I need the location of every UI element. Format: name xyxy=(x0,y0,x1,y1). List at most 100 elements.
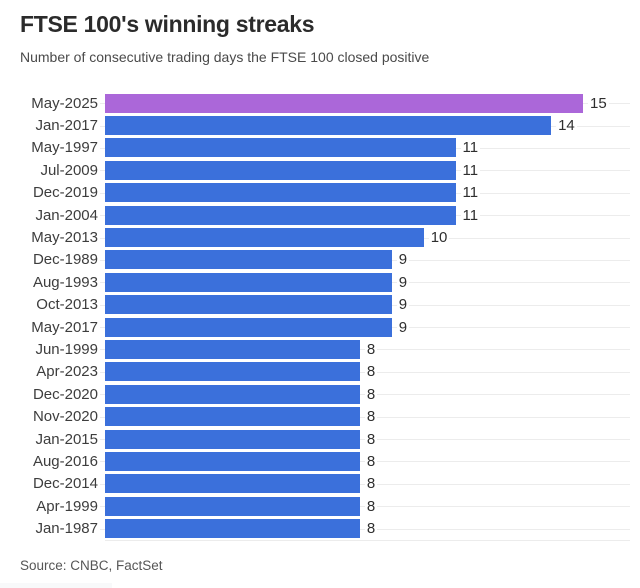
bar-row: May-2017 9 xyxy=(20,316,630,338)
bar-plot-area: 11 xyxy=(100,204,630,226)
value-label: 9 xyxy=(396,272,410,292)
value-label: 15 xyxy=(588,93,609,113)
bar-plot-area: 8 xyxy=(100,428,630,450)
bar xyxy=(105,407,360,427)
bar-plot-area: 11 xyxy=(100,137,630,159)
chart-baseline xyxy=(105,539,630,541)
value-label: 8 xyxy=(364,496,378,516)
source-note: Source: CNBC, FactSet xyxy=(20,558,163,573)
category-label: Apr-1999 xyxy=(36,497,98,515)
value-label: 14 xyxy=(556,116,577,136)
bar-plot-area: 11 xyxy=(100,182,630,204)
bar-row: Jul-2009 11 xyxy=(20,159,630,181)
bar-row: May-1997 11 xyxy=(20,137,630,159)
bar-plot-area: 8 xyxy=(100,473,630,495)
bar-row: Aug-2016 8 xyxy=(20,450,630,472)
value-label: 11 xyxy=(460,183,481,203)
category-label: Jul-2009 xyxy=(40,161,98,179)
bar xyxy=(105,116,552,136)
bar xyxy=(105,228,424,248)
bar-row: Apr-2023 8 xyxy=(20,361,630,383)
bar xyxy=(105,496,360,516)
category-label: Dec-1989 xyxy=(32,251,98,269)
value-label: 8 xyxy=(364,362,378,382)
bar-plot-area: 8 xyxy=(100,383,630,405)
bar-row: Dec-2014 8 xyxy=(20,473,630,495)
bar xyxy=(105,317,392,337)
bar-plot-area: 8 xyxy=(100,450,630,472)
page-subtitle: Number of consecutive trading days the F… xyxy=(20,49,430,65)
bar-plot-area: 10 xyxy=(100,226,630,248)
value-label: 8 xyxy=(364,407,378,427)
bar xyxy=(105,272,392,292)
value-label: 11 xyxy=(460,160,481,180)
category-label: May-1997 xyxy=(31,139,98,157)
category-label: Apr-2023 xyxy=(36,363,98,381)
category-label: Jan-1987 xyxy=(35,520,98,538)
bar xyxy=(105,384,360,404)
bar-row: Apr-1999 8 xyxy=(20,495,630,517)
category-label: Dec-2020 xyxy=(32,385,98,403)
bar-row: Aug-1993 9 xyxy=(20,271,630,293)
bar-row: Oct-2013 9 xyxy=(20,294,630,316)
value-label: 8 xyxy=(364,339,378,359)
bar-plot-area: 14 xyxy=(100,114,630,136)
value-label: 8 xyxy=(364,519,378,539)
bar-plot-area: 8 xyxy=(100,405,630,427)
bar-plot-area: 8 xyxy=(100,517,630,539)
bar xyxy=(105,160,456,180)
value-label: 8 xyxy=(364,429,378,449)
category-label: May-2025 xyxy=(31,94,98,112)
bar-row: Dec-1989 9 xyxy=(20,249,630,271)
bar-plot-area: 9 xyxy=(100,271,630,293)
value-label: 9 xyxy=(396,317,410,337)
bar-row: Dec-2020 8 xyxy=(20,383,630,405)
value-label: 9 xyxy=(396,295,410,315)
value-label: 9 xyxy=(396,250,410,270)
category-label: Jan-2017 xyxy=(35,117,98,135)
category-label: Jun-1999 xyxy=(35,340,98,358)
page-title: FTSE 100's winning streaks xyxy=(20,11,315,37)
category-label: Oct-2013 xyxy=(36,296,98,314)
value-label: 11 xyxy=(460,205,481,225)
bar-row: Dec-2019 11 xyxy=(20,182,630,204)
bar-row: Jan-2015 8 xyxy=(20,428,630,450)
bar-plot-area: 8 xyxy=(100,338,630,360)
bar-row: May-2025 15 xyxy=(20,92,630,114)
bar-chart: May-2025 15 Jan-2017 14 May-1997 11 Jul-… xyxy=(20,92,630,541)
category-label: May-2017 xyxy=(31,318,98,336)
bar xyxy=(105,205,456,225)
bar xyxy=(105,451,360,471)
bar xyxy=(105,362,360,382)
value-label: 8 xyxy=(364,384,378,404)
bar-row: Nov-2020 8 xyxy=(20,405,630,427)
bar xyxy=(105,474,360,494)
bar-chart-rows: May-2025 15 Jan-2017 14 May-1997 11 Jul-… xyxy=(20,92,630,540)
category-label: Jan-2004 xyxy=(35,206,98,224)
bar-row: May-2013 10 xyxy=(20,226,630,248)
value-label: 11 xyxy=(460,138,481,158)
category-label: Jan-2015 xyxy=(35,430,98,448)
bar-plot-area: 11 xyxy=(100,159,630,181)
bar xyxy=(105,183,456,203)
bar xyxy=(105,339,360,359)
value-label: 10 xyxy=(428,228,450,248)
bar xyxy=(105,295,392,315)
value-label: 8 xyxy=(364,451,378,471)
value-label: 8 xyxy=(364,474,378,494)
bar-row: Jan-1987 8 xyxy=(20,517,630,539)
bar xyxy=(105,519,360,539)
category-label: Dec-2019 xyxy=(32,184,98,202)
cropped-edge-element xyxy=(0,583,112,588)
bar xyxy=(105,429,360,449)
bar-row: Jun-1999 8 xyxy=(20,338,630,360)
bar-row: Jan-2004 11 xyxy=(20,204,630,226)
bar-plot-area: 9 xyxy=(100,294,630,316)
category-label: Aug-1993 xyxy=(32,273,98,291)
bar-plot-area: 8 xyxy=(100,495,630,517)
bar-plot-area: 9 xyxy=(100,249,630,271)
category-label: May-2013 xyxy=(31,229,98,247)
category-label: Dec-2014 xyxy=(32,475,98,493)
bar xyxy=(105,138,456,158)
